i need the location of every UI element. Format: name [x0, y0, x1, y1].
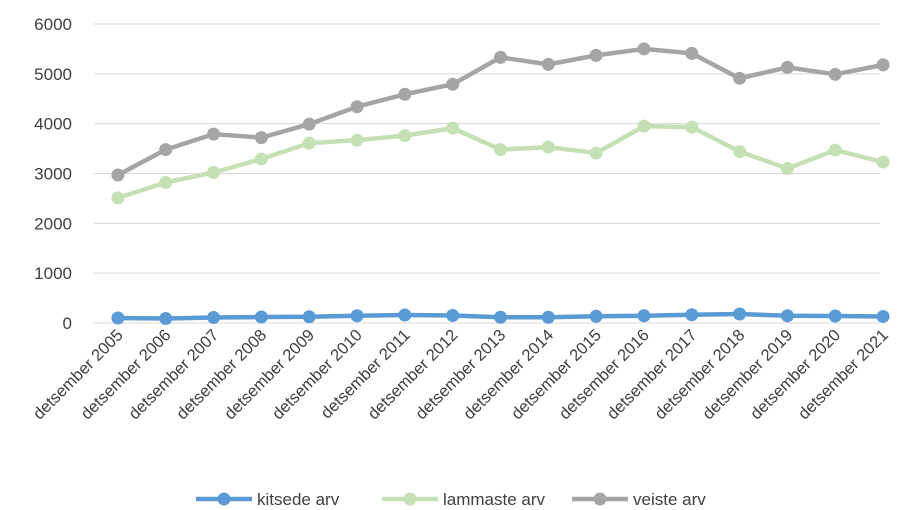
data-point [780, 309, 794, 323]
data-point [350, 100, 364, 114]
data-point [733, 71, 747, 85]
legend-item: veiste arv [572, 490, 706, 509]
data-point [780, 162, 794, 176]
data-point [637, 119, 651, 133]
legend-item: lammaste arv [382, 490, 546, 509]
x-tick-label: detsember 2011 [317, 326, 413, 422]
y-tick-label: 2000 [34, 214, 72, 233]
legend-marker [217, 492, 231, 506]
data-point [159, 312, 173, 326]
legend-label: lammaste arv [443, 490, 546, 509]
data-point [494, 50, 507, 64]
data-point [446, 121, 460, 135]
y-axis: 0 1000 2000 3000 4000 5000 6000 [34, 15, 72, 333]
y-tick-label: 6000 [34, 15, 72, 34]
data-point [685, 120, 699, 134]
y-tick-label: 1000 [34, 264, 72, 283]
series-layer [111, 42, 890, 326]
y-tick-label: 4000 [34, 115, 72, 134]
data-point [302, 117, 316, 131]
series-2 [111, 42, 890, 182]
legend-marker [593, 492, 607, 506]
legend: kitsede arv lammaste arv veiste arv [196, 490, 706, 509]
data-point [733, 145, 747, 159]
data-point [398, 308, 412, 322]
data-point [780, 60, 794, 74]
data-point [494, 310, 507, 324]
data-point [302, 136, 316, 150]
data-point [828, 143, 842, 157]
data-point [541, 57, 555, 71]
data-point [828, 309, 842, 323]
data-point [111, 168, 125, 182]
data-point [589, 309, 603, 323]
legend-marker [403, 492, 417, 506]
data-point [446, 309, 460, 323]
series-1 [111, 119, 890, 205]
data-point [685, 46, 699, 60]
data-point [685, 308, 699, 322]
data-point [254, 152, 268, 166]
data-point [637, 42, 651, 56]
y-tick-label: 5000 [34, 65, 72, 84]
data-point [589, 48, 603, 62]
data-point [159, 175, 173, 189]
data-point [111, 311, 125, 325]
data-point [350, 309, 364, 323]
data-point [302, 310, 316, 324]
data-point [254, 310, 268, 324]
data-point [350, 133, 364, 147]
data-point [159, 143, 173, 157]
data-point [207, 127, 221, 141]
legend-item: kitsede arv [196, 490, 340, 509]
gridlines [94, 23, 880, 324]
data-point [876, 58, 890, 72]
data-point [876, 155, 890, 169]
legend-label: kitsede arv [257, 490, 340, 509]
legend-label: veiste arv [633, 490, 706, 509]
data-point [254, 131, 268, 145]
data-point [446, 77, 460, 91]
data-point [207, 166, 221, 180]
data-point [876, 310, 890, 324]
data-point [494, 143, 507, 157]
y-tick-label: 3000 [34, 165, 72, 184]
x-tick-label: detsember 2021 [795, 326, 892, 423]
data-point [541, 310, 555, 324]
data-point [207, 311, 221, 325]
y-tick-label: 0 [63, 314, 72, 333]
series-0 [111, 307, 890, 326]
data-point [398, 129, 412, 143]
series-line [116, 46, 884, 177]
data-point [541, 140, 555, 154]
data-point [589, 146, 603, 160]
data-point [111, 191, 125, 205]
data-point [733, 307, 747, 321]
data-point [828, 67, 842, 81]
data-point [398, 87, 412, 101]
data-point [637, 309, 651, 323]
